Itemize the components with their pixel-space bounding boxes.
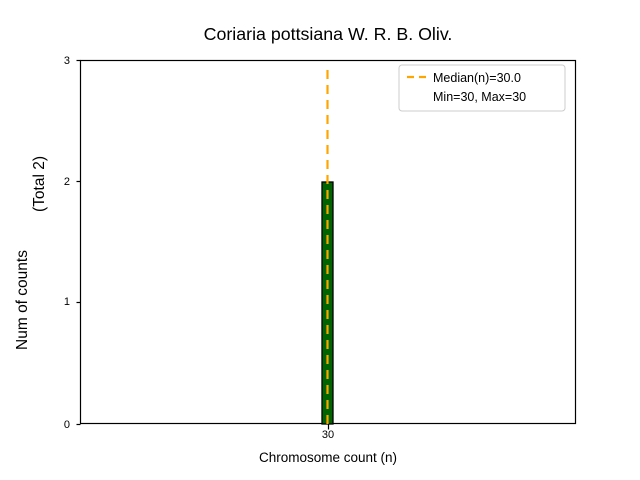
svg-text:Min=30, Max=30: Min=30, Max=30 xyxy=(433,90,526,104)
svg-text:Num of counts: Num of counts xyxy=(14,250,31,350)
svg-text:0: 0 xyxy=(64,419,70,431)
svg-text:Chromosome count (n): Chromosome count (n) xyxy=(259,450,397,465)
svg-text:3: 3 xyxy=(64,55,70,67)
svg-text:(Total 2): (Total 2) xyxy=(31,156,48,212)
svg-text:1: 1 xyxy=(64,296,70,308)
svg-text:2: 2 xyxy=(64,176,70,188)
svg-text:Median(n)=30.0: Median(n)=30.0 xyxy=(433,71,521,85)
svg-text:30: 30 xyxy=(322,429,334,441)
svg-text:Coriaria pottsiana W. R. B. Ol: Coriaria pottsiana W. R. B. Oliv. xyxy=(204,24,453,44)
